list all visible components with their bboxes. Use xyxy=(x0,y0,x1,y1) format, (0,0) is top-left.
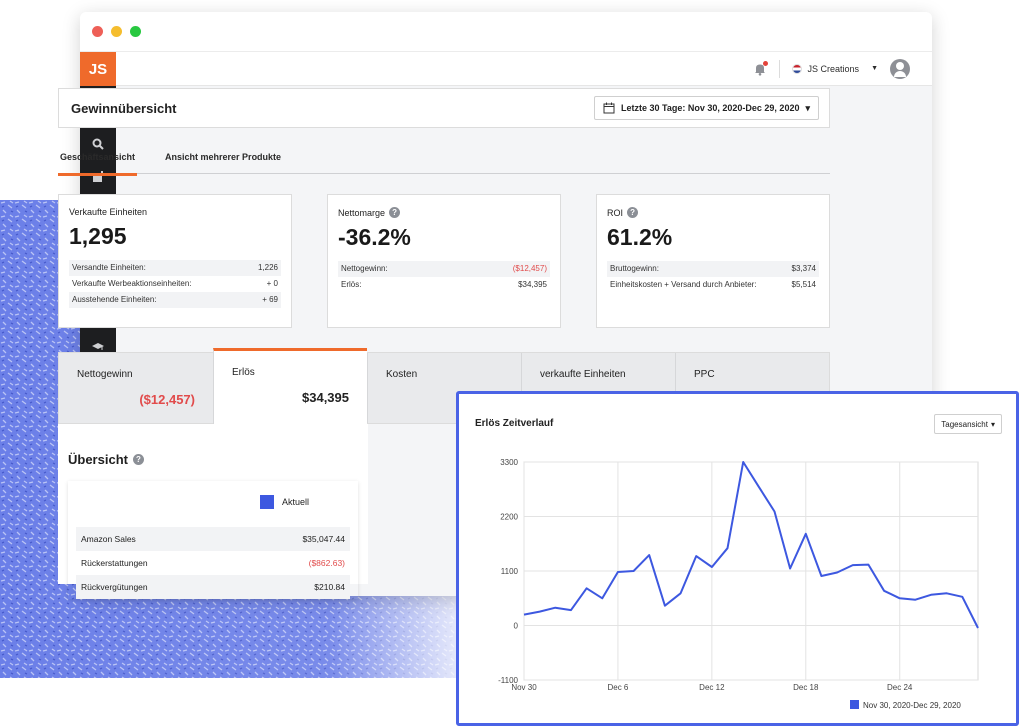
tab-units-sold[interactable]: verkaufte Einheiten xyxy=(521,353,675,423)
notification-dot xyxy=(762,60,768,66)
net-margin-label: Nettomarge xyxy=(338,207,386,218)
roi-value: 61.2% xyxy=(607,224,673,250)
calendar-icon xyxy=(603,102,615,114)
overview-section: Übersicht ? Aktuell Amazon Sales $35,047.… xyxy=(58,424,368,599)
metric-row: Ausstehende Einheiten: + 69 xyxy=(69,292,281,308)
app-logo[interactable]: JS xyxy=(80,52,116,86)
notification-bell-icon[interactable] xyxy=(753,60,768,76)
close-window-button[interactable] xyxy=(92,26,103,37)
metric-row: Versandte Einheiten: 1,226 xyxy=(69,260,281,276)
page-header: Gewinnübersicht Letzte 30 Tage: Nov 30, … xyxy=(58,88,830,128)
date-range-picker[interactable]: Letzte 30 Tage: Nov 30, 2020-Dec 29, 202… xyxy=(594,96,819,120)
y-tick-label: -1100 xyxy=(498,676,518,685)
metric-row: Nettogewinn: ($12,457) xyxy=(338,261,550,277)
revenue-line-chart: -1100 0 1100 2200 3300 Nov 30 Dec 6 Dec 12 Dec 1… xyxy=(498,458,979,710)
units-sold-card: Verkaufte Einheiten 1,295 Versandte Einh… xyxy=(58,194,292,328)
user-avatar[interactable] xyxy=(890,58,910,79)
tab-ppc[interactable]: PPC xyxy=(675,353,829,423)
caret-down-icon: ▾ xyxy=(805,102,810,113)
search-icon[interactable] xyxy=(80,127,116,160)
account-selector[interactable]: JS Creations ▼ xyxy=(791,63,878,74)
help-icon[interactable]: ? xyxy=(132,454,144,465)
x-tick-label: Dec 18 xyxy=(793,683,819,692)
overview-row: Rückerstattungen ($862.63) xyxy=(81,558,345,568)
overview-title: Übersicht xyxy=(68,452,128,467)
overview-row: Amazon Sales $35,047.44 xyxy=(76,527,350,551)
tab-net-profit[interactable]: Nettogewinn ($12,457) xyxy=(77,369,195,407)
roi-label: ROI xyxy=(607,207,624,218)
chart-title: Erlös Zeitverlauf xyxy=(475,418,554,429)
x-tick-label: Dec 12 xyxy=(699,683,725,692)
units-sold-label: Verkaufte Einheiten xyxy=(69,207,148,217)
tab-business-view[interactable]: Geschäftsansicht xyxy=(58,152,138,176)
us-flag-icon xyxy=(791,63,802,74)
net-margin-label-row: Nettomarge? xyxy=(338,207,550,218)
tab-multi-product-view[interactable]: Ansicht mehrerer Produkte xyxy=(165,152,282,162)
net-margin-value: -36.2% xyxy=(338,224,411,250)
metric-row: Erlös: $34,395 xyxy=(341,280,547,289)
revenue-chart-panel: Erlös Zeitverlauf Tagesansicht ▾ -1100 0 1… xyxy=(456,391,1019,726)
x-tick-label: Dec 6 xyxy=(607,683,628,692)
overview-legend: Aktuell xyxy=(76,493,350,511)
overview-row: Rückvergütungen $210.84 xyxy=(76,575,350,599)
legend-swatch xyxy=(260,495,274,509)
help-icon[interactable]: ? xyxy=(627,207,639,218)
y-tick-label: 2200 xyxy=(500,513,518,522)
academy-icon[interactable] xyxy=(80,330,116,363)
metric-row: Verkaufte Werbeaktionseinheiten: + 0 xyxy=(72,279,278,288)
help-icon[interactable]: ? xyxy=(389,207,401,218)
overview-title-row: Übersicht ? xyxy=(68,452,358,467)
roi-label-row: ROI? xyxy=(607,207,819,218)
net-margin-card: Nettomarge? -36.2% Nettogewinn: ($12,457)… xyxy=(327,194,561,328)
legend-label: Nov 30, 2020-Dec 29, 2020 xyxy=(863,701,961,710)
view-select[interactable]: Tagesansicht ▾ xyxy=(934,414,1002,434)
y-tick-label: 1100 xyxy=(501,567,519,576)
maximize-window-button[interactable] xyxy=(130,26,141,37)
view-tabs: Geschäftsansicht Ansicht mehrerer Produk… xyxy=(58,152,830,176)
main-content: Gewinnübersicht Letzte 30 Tage: Nov 30, … xyxy=(58,88,830,328)
overview-card: Aktuell Amazon Sales $35,047.44 Rückersta… xyxy=(68,481,358,599)
metric-cards: Verkaufte Einheiten 1,295 Versandte Einh… xyxy=(58,194,830,328)
date-range-label: Letzte 30 Tage: Nov 30, 2020-Dec 29, 202… xyxy=(621,103,800,113)
tab-revenue[interactable]: Erlös $34,395 xyxy=(213,348,367,425)
metric-row: Bruttogewinn: $3,374 xyxy=(607,261,819,277)
topbar-divider xyxy=(778,59,780,78)
window-titlebar xyxy=(80,12,932,52)
page-title: Gewinnübersicht xyxy=(71,100,177,116)
metric-row: Einheitskosten + Versand durch Anbieter:… xyxy=(610,280,816,289)
roi-card: ROI? 61.2% Bruttogewinn: $3,374 Einheitsk… xyxy=(596,194,830,328)
y-tick-label: 3300 xyxy=(500,458,518,467)
series-line xyxy=(523,461,979,629)
topbar: JS Creations ▼ xyxy=(116,52,932,86)
x-tick-label: Dec 24 xyxy=(887,683,913,692)
y-tick-label: 0 xyxy=(514,622,519,631)
legend-label: Aktuell xyxy=(282,497,310,507)
chevron-down-icon: ▼ xyxy=(871,65,878,72)
legend-swatch xyxy=(850,700,859,709)
account-name: JS Creations xyxy=(807,63,860,74)
caret-down-icon: ▾ xyxy=(990,419,995,429)
x-tick-label: Nov 30 xyxy=(511,683,537,692)
tab-costs[interactable]: Kosten xyxy=(367,353,521,423)
minimize-window-button[interactable] xyxy=(111,26,122,37)
units-sold-value: 1,295 xyxy=(69,223,127,249)
